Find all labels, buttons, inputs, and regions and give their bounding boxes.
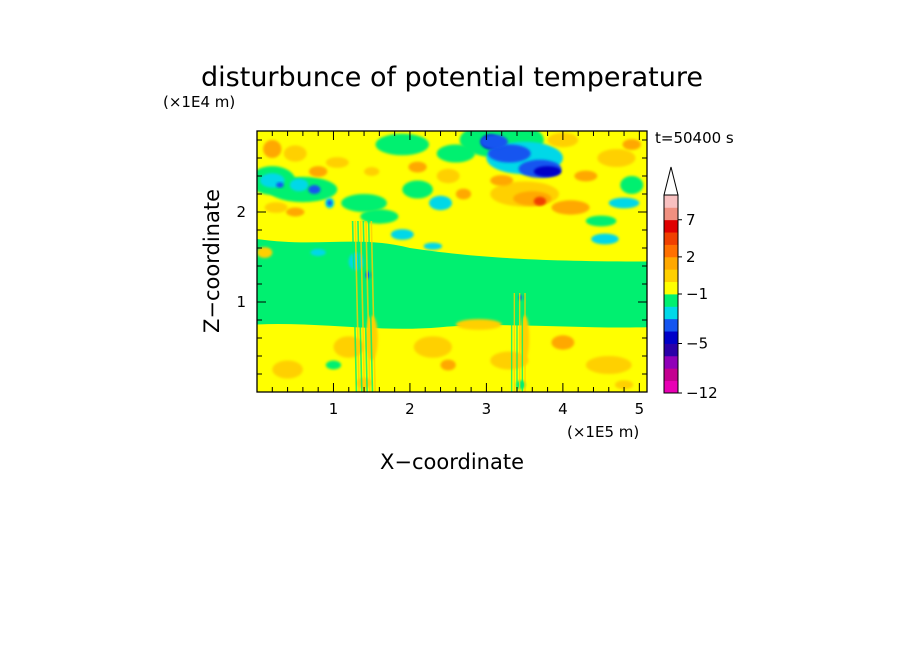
contour-patch	[440, 359, 456, 371]
contour-patch	[309, 166, 328, 177]
colorbar-swatch	[664, 331, 678, 344]
colorbar: 7 2 −1 −5 −12	[663, 166, 718, 402]
contour-patch	[413, 336, 452, 358]
contour-patch	[325, 157, 349, 168]
colorbar-swatch	[664, 195, 678, 208]
contour-patch	[325, 360, 342, 370]
contour-patch	[257, 247, 273, 258]
y-tick-label: 2	[236, 203, 246, 221]
contour-patch	[597, 149, 636, 167]
contour-patch	[614, 380, 634, 390]
colorbar-swatch	[664, 219, 678, 233]
contour-patch	[455, 188, 472, 200]
contour-patch	[327, 200, 332, 206]
contour-patch	[264, 202, 288, 213]
wave-streak	[367, 220, 374, 392]
wave-streak	[362, 220, 368, 392]
y-tick-label: 1	[236, 293, 246, 311]
contour-patch	[286, 207, 305, 217]
contour-patch	[490, 351, 529, 370]
colorbar-swatch	[664, 207, 678, 221]
colorbar-swatch	[664, 306, 678, 320]
colorbar-swatch	[664, 380, 678, 394]
chart-title: disturbunce of potential temperature	[201, 62, 703, 93]
contour-patch	[585, 215, 617, 227]
contour-patch	[487, 144, 531, 163]
x-tick-label: 2	[405, 400, 415, 418]
contour-patch	[333, 336, 365, 358]
colorbar-tick-label: 2	[686, 248, 696, 266]
colorbar-tick-label: −1	[686, 285, 708, 303]
time-label: t=50400 s	[655, 129, 734, 147]
x-tick-label: 1	[329, 400, 339, 418]
colorbar-swatch	[664, 244, 678, 258]
colorbar-swatch	[664, 232, 678, 245]
contour-patch	[622, 139, 641, 150]
contour-patch	[533, 196, 547, 206]
plot-field	[257, 131, 647, 392]
contour-patch	[408, 161, 427, 173]
contour-patch	[608, 197, 640, 209]
contour-patch	[574, 170, 598, 182]
contour-patch	[272, 360, 303, 379]
x-axis-title: X−coordinate	[380, 450, 524, 474]
wave-streak	[370, 220, 376, 392]
y-axis-title: Z−coordinate	[200, 189, 224, 333]
contour-patch	[455, 319, 502, 330]
wave-streak	[357, 220, 363, 392]
x-tick-label: 4	[558, 400, 568, 418]
wave-streak	[365, 220, 371, 392]
contour-patch	[620, 176, 644, 194]
contour-patch	[551, 200, 590, 215]
contour-patch	[283, 145, 307, 162]
wave-streak	[359, 220, 366, 392]
contour-patch	[360, 209, 399, 224]
contour-patch	[289, 178, 309, 192]
x-tick-label: 3	[482, 400, 492, 418]
contour-patch	[591, 233, 619, 245]
colorbar-tick-label: −12	[686, 384, 718, 402]
colorbar-extend-arrow	[663, 166, 679, 196]
colorbar-swatch	[664, 294, 678, 307]
contour-patch	[390, 229, 414, 240]
contour-patch	[375, 133, 430, 156]
contour-patch	[429, 195, 452, 211]
colorbar-swatch	[664, 256, 678, 270]
contour-patch	[516, 380, 526, 390]
contour-patch	[310, 248, 326, 257]
wave-streak	[354, 220, 360, 392]
contour-patch	[513, 191, 552, 206]
contour-patch	[480, 134, 508, 149]
contour-patch	[341, 194, 388, 212]
wave-streak	[351, 220, 358, 392]
x-axis: 1 2 3 4 5	[271, 131, 645, 418]
colorbar-swatch	[664, 318, 678, 332]
contour-patch	[263, 140, 282, 158]
contour-patch	[436, 168, 460, 184]
colorbar-tick-label: 7	[686, 211, 696, 229]
colorbar-swatch	[664, 343, 678, 357]
y-axis: 12	[236, 139, 647, 375]
contour-patch	[533, 166, 562, 177]
colorbar-swatch	[664, 269, 678, 283]
contour-patch	[585, 356, 632, 374]
contour-patch	[276, 182, 284, 188]
contour-patch	[364, 167, 380, 176]
colorbar-swatch	[664, 368, 678, 382]
colorbar-tick-label: −5	[686, 335, 708, 353]
contour-patch	[551, 335, 575, 350]
y-unit-label: (×1E4 m)	[163, 93, 235, 111]
colorbar-swatch	[664, 281, 678, 295]
contour-patch	[490, 175, 514, 186]
plot-frame	[256, 130, 648, 393]
x-unit-label: (×1E5 m)	[567, 423, 639, 441]
colorbar-swatch	[664, 355, 678, 369]
x-tick-label: 5	[635, 400, 645, 418]
contour-patch	[423, 242, 443, 250]
contour-patch	[402, 180, 433, 199]
contour-patch	[308, 185, 321, 194]
